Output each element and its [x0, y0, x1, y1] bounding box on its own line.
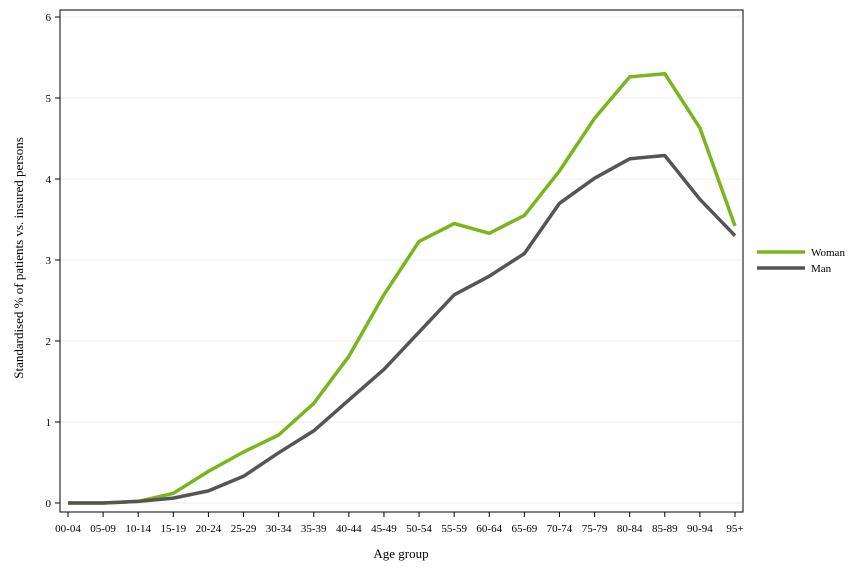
y-tick-label: 4: [46, 174, 52, 186]
x-tick-label: 90-94: [687, 523, 713, 535]
legend-label-man: Man: [811, 263, 832, 275]
plot-frame: [59, 9, 744, 513]
x-tick-label: 40-44: [336, 523, 362, 535]
x-tick-label: 10-14: [125, 523, 151, 535]
x-tick-label: 25-29: [231, 523, 257, 535]
x-tick-label: 60-64: [476, 523, 502, 535]
series-line-woman: [68, 71, 737, 505]
y-tick-label: 0: [46, 498, 52, 510]
x-tick-label: 70-74: [547, 523, 573, 535]
series-lines: [67, 71, 737, 505]
y-axis: 0 1 2 3 4 5 6: [46, 12, 60, 510]
legend: Woman Man: [757, 247, 845, 275]
y-tick-label: 1: [46, 417, 52, 429]
x-tick-label: 80-84: [617, 523, 643, 535]
x-tick-label: 20-24: [196, 523, 222, 535]
x-tick-label: 85-89: [652, 523, 678, 535]
x-tick-label: 30-34: [266, 523, 292, 535]
x-tick-label: 50-54: [406, 523, 432, 535]
x-axis: 00-04 05-09 10-14 15-19 20-24 25-29 30-34 35-39…: [55, 512, 744, 535]
x-tick-label: 95+: [726, 523, 743, 535]
gridlines: [60, 16, 743, 504]
y-tick-label: 5: [46, 93, 52, 105]
y-tick-label: 3: [46, 255, 52, 267]
x-tick-label: 05-09: [90, 523, 116, 535]
x-tick-label: 65-69: [512, 523, 538, 535]
x-tick-label: 45-49: [371, 523, 397, 535]
x-tick-label: 00-04: [55, 523, 81, 535]
x-tick-label: 55-59: [441, 523, 467, 535]
y-tick-label: 2: [46, 336, 52, 348]
x-tick-label: 35-39: [301, 523, 327, 535]
x-tick-label: 75-79: [582, 523, 608, 535]
x-axis-title: Age group: [373, 546, 428, 561]
legend-label-woman: Woman: [811, 247, 845, 259]
series-line-man: [68, 153, 737, 505]
y-tick-label: 6: [46, 12, 52, 24]
x-tick-label: 15-19: [160, 523, 186, 535]
y-axis-title: Standardised % of patients vs. insured p…: [11, 137, 26, 379]
